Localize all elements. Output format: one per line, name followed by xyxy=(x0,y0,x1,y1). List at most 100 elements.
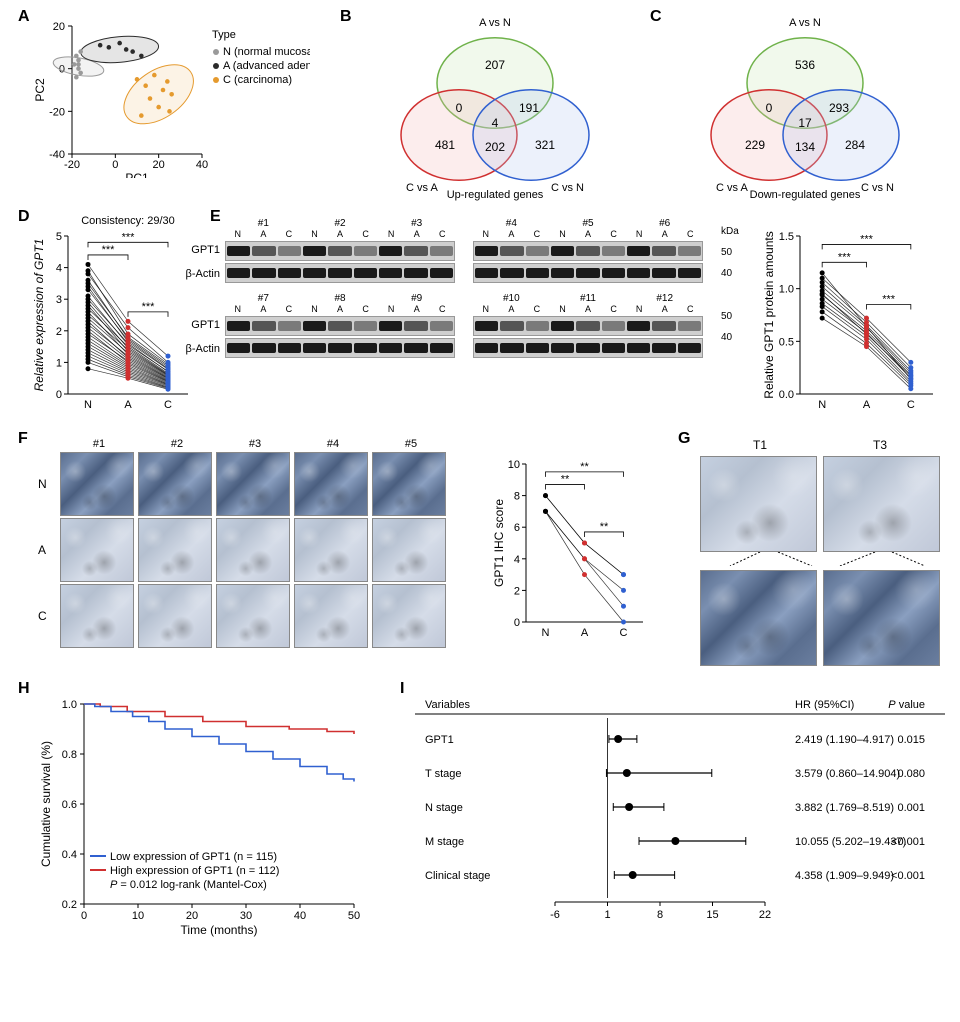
svg-text:-6: -6 xyxy=(550,909,560,921)
svg-text:-20: -20 xyxy=(64,159,80,171)
panel-a: -2002040-40-20020PC1PC2TypeN (normal muc… xyxy=(30,18,310,178)
svg-text:0.8: 0.8 xyxy=(62,749,77,761)
svg-text:481: 481 xyxy=(435,138,455,152)
svg-text:-20: -20 xyxy=(49,106,65,118)
svg-text:4: 4 xyxy=(514,554,520,566)
panel-e-quant: 0.00.51.01.5NACRelative GPT1 protein amo… xyxy=(760,212,945,422)
svg-text:17: 17 xyxy=(798,116,812,130)
svg-text:50: 50 xyxy=(348,910,360,922)
svg-text:C vs N: C vs N xyxy=(861,182,894,194)
svg-text:536: 536 xyxy=(795,58,815,72)
svg-text:N: N xyxy=(542,627,550,639)
svg-text:Up-regulated genes: Up-regulated genes xyxy=(447,189,544,201)
svg-text:***: *** xyxy=(102,244,116,256)
svg-text:22: 22 xyxy=(759,909,771,921)
svg-text:3.882 (1.769–8.519): 3.882 (1.769–8.519) xyxy=(795,802,894,814)
svg-text:C: C xyxy=(907,399,915,411)
svg-text:A: A xyxy=(863,399,871,411)
svg-text:0.2: 0.2 xyxy=(62,899,77,911)
svg-text:1: 1 xyxy=(604,909,610,921)
svg-text:5: 5 xyxy=(56,231,62,243)
panel-g: T1T3 xyxy=(700,438,940,660)
svg-text:Type: Type xyxy=(212,29,236,41)
svg-text:PC2: PC2 xyxy=(33,78,47,102)
svg-text:2: 2 xyxy=(514,585,520,597)
svg-text:PC1: PC1 xyxy=(125,171,149,178)
svg-text:0.080: 0.080 xyxy=(897,768,925,780)
svg-text:N: N xyxy=(84,399,92,411)
svg-text:***: *** xyxy=(860,233,874,245)
panel-label-g: G xyxy=(678,430,690,448)
svg-text:***: *** xyxy=(122,231,136,243)
panel-c: A vs N536029317229284134C vs AC vs NDown… xyxy=(660,12,950,202)
svg-text:321: 321 xyxy=(535,138,555,152)
svg-text:Variables: Variables xyxy=(425,699,471,711)
svg-text:High expression of GPT1 (n = 1: High expression of GPT1 (n = 112) xyxy=(110,865,279,877)
svg-text:***: *** xyxy=(838,251,852,263)
svg-text:1.5: 1.5 xyxy=(779,231,794,243)
svg-text:191: 191 xyxy=(519,101,539,115)
svg-text:10: 10 xyxy=(508,459,520,471)
svg-text:0.001: 0.001 xyxy=(897,802,925,814)
svg-text:C vs N: C vs N xyxy=(551,182,584,194)
svg-text:Time (months): Time (months) xyxy=(181,923,258,937)
svg-text:20: 20 xyxy=(53,21,65,33)
svg-text:1: 1 xyxy=(56,357,62,369)
svg-text:3.579 (0.860–14.904): 3.579 (0.860–14.904) xyxy=(795,768,900,780)
svg-text:20: 20 xyxy=(153,159,165,171)
svg-text:N (normal mucosa): N (normal mucosa) xyxy=(223,46,310,58)
svg-text:<0.001: <0.001 xyxy=(891,870,925,882)
panel-b: A vs N20701914481321202C vs AC vs NUp-re… xyxy=(350,12,640,202)
panel-h: 010203040500.20.40.60.81.0Time (months)C… xyxy=(34,690,374,990)
svg-text:-40: -40 xyxy=(49,149,65,161)
svg-text:M stage: M stage xyxy=(425,836,464,848)
svg-text:293: 293 xyxy=(829,101,849,115)
svg-text:C (carcinoma): C (carcinoma) xyxy=(223,74,292,86)
svg-text:P = 0.012 log-rank (Mantel-Cox: P = 0.012 log-rank (Mantel-Cox) xyxy=(110,879,267,891)
svg-text:0.0: 0.0 xyxy=(779,389,794,401)
svg-text:Cumulative survival (%): Cumulative survival (%) xyxy=(39,741,53,867)
svg-text:40: 40 xyxy=(196,159,208,171)
svg-text:0: 0 xyxy=(56,389,62,401)
svg-text:4: 4 xyxy=(492,116,499,130)
svg-text:0: 0 xyxy=(766,101,773,115)
svg-text:A: A xyxy=(124,399,132,411)
svg-text:8: 8 xyxy=(657,909,663,921)
panel-label-i: I xyxy=(400,680,404,698)
svg-text:A (advanced adenoma): A (advanced adenoma) xyxy=(223,60,310,72)
svg-text:15: 15 xyxy=(706,909,718,921)
svg-text:0: 0 xyxy=(81,910,87,922)
svg-text:202: 202 xyxy=(485,140,505,154)
svg-text:8: 8 xyxy=(514,491,520,503)
svg-text:30: 30 xyxy=(240,910,252,922)
svg-text:**: ** xyxy=(561,474,570,486)
svg-text:134: 134 xyxy=(795,140,815,154)
svg-text:***: *** xyxy=(142,301,156,313)
svg-text:***: *** xyxy=(882,293,896,305)
svg-text:Low expression of GPT1 (n = 11: Low expression of GPT1 (n = 115) xyxy=(110,851,277,863)
svg-text:10: 10 xyxy=(132,910,144,922)
svg-text:284: 284 xyxy=(845,138,865,152)
svg-text:C vs A: C vs A xyxy=(716,182,748,194)
svg-text:0.015: 0.015 xyxy=(897,734,925,746)
svg-text:0: 0 xyxy=(514,617,520,629)
svg-text:3: 3 xyxy=(56,294,62,306)
svg-text:**: ** xyxy=(580,461,589,473)
svg-text:229: 229 xyxy=(745,138,765,152)
svg-text:4: 4 xyxy=(56,263,62,275)
svg-text:T stage: T stage xyxy=(425,768,462,780)
svg-text:A vs N: A vs N xyxy=(789,17,821,29)
svg-text:0.5: 0.5 xyxy=(779,336,794,348)
svg-text:Relative GPT1 protein amounts: Relative GPT1 protein amounts xyxy=(762,231,776,398)
svg-text:40: 40 xyxy=(294,910,306,922)
svg-text:Clinical stage: Clinical stage xyxy=(425,870,490,882)
svg-text:Consistency: 29/30: Consistency: 29/30 xyxy=(81,215,175,227)
svg-text:**: ** xyxy=(600,521,609,533)
svg-text:C vs A: C vs A xyxy=(406,182,438,194)
panel-label-e: E xyxy=(210,208,221,226)
svg-text:A: A xyxy=(581,627,589,639)
svg-text:1.0: 1.0 xyxy=(779,284,794,296)
svg-text:A vs N: A vs N xyxy=(479,17,511,29)
panel-label-d: D xyxy=(18,208,30,226)
panel-label-a: A xyxy=(18,8,30,26)
